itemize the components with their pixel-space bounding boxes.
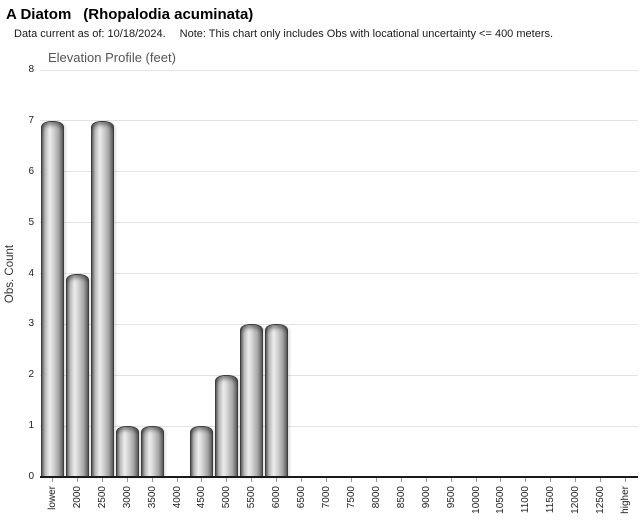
y-tick-label: 3 <box>28 318 34 330</box>
gridline-y-8 <box>40 69 638 71</box>
gridline-y-1 <box>40 425 638 427</box>
x-tick-label: 3500 <box>146 486 158 509</box>
gridline-y-2 <box>40 374 638 376</box>
x-tick-label: 5500 <box>246 486 258 509</box>
x-tick-label: 11500 <box>545 486 557 514</box>
bar <box>65 273 89 477</box>
bar <box>140 426 164 477</box>
x-tick-label: 4500 <box>196 486 208 509</box>
x-tick <box>251 478 253 482</box>
gridline-y-4 <box>40 273 638 274</box>
x-tick <box>575 478 577 482</box>
taxon-common-name: A Diatom <box>6 6 72 23</box>
x-tick-label: 6500 <box>296 486 308 509</box>
x-tick <box>126 478 128 482</box>
x-tick <box>450 478 452 482</box>
x-tick-label: 9000 <box>420 486 432 509</box>
x-tick-label: 12000 <box>570 486 582 514</box>
y-tick-label: 0 <box>28 471 34 482</box>
y-tick-label: 1 <box>28 420 34 432</box>
x-tick <box>425 478 427 482</box>
x-tick-label: 3000 <box>121 486 133 509</box>
y-tick-label: 5 <box>28 216 34 228</box>
x-tick-label: 2500 <box>96 486 108 509</box>
x-tick-label: 11000 <box>520 486 532 514</box>
y-tick-label: 7 <box>28 114 34 126</box>
x-tick <box>301 478 303 482</box>
x-tick <box>350 478 352 482</box>
x-tick-label: 7500 <box>345 486 357 509</box>
bar <box>115 426 139 477</box>
x-tick <box>51 478 53 482</box>
x-tick <box>151 478 153 482</box>
x-tick <box>375 478 377 482</box>
page-header: A Diatom (Rhopalodia acuminata) Data curr… <box>6 6 553 40</box>
bar <box>40 120 64 477</box>
x-tick-label: 12500 <box>595 486 607 514</box>
x-tick <box>400 478 402 482</box>
x-tick-label: 9500 <box>445 486 457 509</box>
bar <box>265 324 289 477</box>
x-tick <box>600 478 602 482</box>
x-tick-label: 2000 <box>71 486 83 509</box>
x-tick <box>500 478 502 482</box>
bar <box>190 426 214 477</box>
bar <box>90 120 114 477</box>
gridline-y-3 <box>40 323 638 325</box>
x-tick-label: 8000 <box>370 486 382 509</box>
y-tick-label: 6 <box>28 165 34 177</box>
x-tick <box>475 478 477 482</box>
data-current-text: Data current as of: 10/18/2024. <box>14 28 166 40</box>
x-tick <box>525 478 527 482</box>
y-tick-label: 2 <box>28 369 34 381</box>
x-tick <box>201 478 203 482</box>
x-tick <box>625 478 627 482</box>
x-tick <box>326 478 328 482</box>
x-tick-label: 10000 <box>470 486 482 514</box>
x-tick <box>176 478 178 482</box>
bar <box>240 324 264 477</box>
x-tick-label: 4000 <box>171 486 183 509</box>
y-tick-label: 8 <box>28 64 34 75</box>
note-text: Note: This chart only includes Obs with … <box>179 28 554 40</box>
x-tick <box>76 478 78 482</box>
x-tick-label: higher <box>620 486 632 514</box>
page-subtitle: Data current as of: 10/18/2024. Note: Thi… <box>14 28 553 40</box>
gridline-y-6 <box>40 171 638 173</box>
chart-title: Elevation Profile (feet) <box>48 50 176 65</box>
gridline-y-5 <box>40 222 638 224</box>
x-tick-label: 10500 <box>495 486 507 514</box>
page-title: A Diatom (Rhopalodia acuminata) <box>6 6 553 23</box>
gridline-y-7 <box>40 120 638 122</box>
x-tick-label: 5000 <box>221 486 233 509</box>
y-tick-label: 4 <box>28 267 34 279</box>
x-tick-label: lower <box>46 486 58 510</box>
x-tick-label: 7000 <box>321 486 333 509</box>
x-tick-label: 8500 <box>395 486 407 509</box>
x-tick <box>101 478 103 482</box>
x-tick <box>550 478 552 482</box>
taxon-scientific-name: (Rhopalodia acuminata) <box>83 6 254 23</box>
x-tick-label: 6000 <box>271 486 283 509</box>
x-tick <box>276 478 278 482</box>
x-axis-line <box>40 476 638 478</box>
bar <box>215 375 239 477</box>
x-tick <box>226 478 228 482</box>
